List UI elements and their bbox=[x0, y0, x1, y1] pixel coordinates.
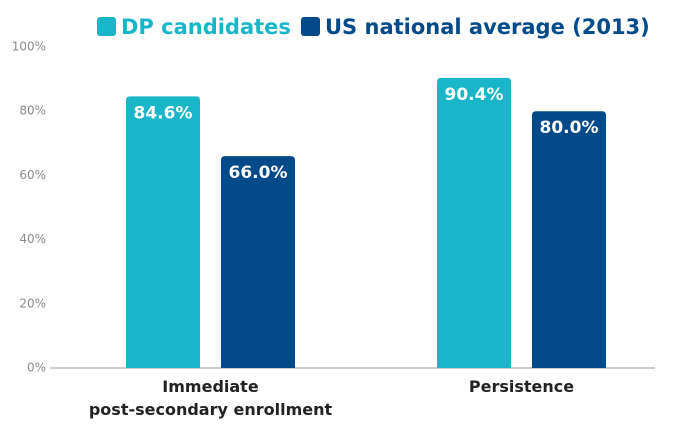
bar bbox=[437, 77, 511, 368]
y-tick-label: 20% bbox=[19, 296, 46, 310]
bar bbox=[532, 111, 606, 368]
y-tick-label: 100% bbox=[12, 40, 46, 54]
x-tick-label: Immediate post-secondary enrollment bbox=[88, 377, 333, 419]
bar bbox=[126, 96, 200, 369]
y-tick-label: 80% bbox=[19, 104, 46, 118]
value-label: 90.4% bbox=[445, 85, 504, 105]
legend-label: DP candidates bbox=[121, 15, 291, 39]
value-label: 84.6% bbox=[134, 103, 193, 123]
x-tick-label: Persistence bbox=[468, 377, 575, 396]
legend-swatch bbox=[301, 17, 320, 36]
y-tick-label: 60% bbox=[19, 168, 46, 182]
legend-label: US national average (2013) bbox=[325, 15, 650, 39]
y-tick-label: 0% bbox=[27, 361, 46, 375]
y-tick-label: 40% bbox=[19, 232, 46, 246]
value-label: 66.0% bbox=[229, 163, 288, 183]
value-label: 80.0% bbox=[540, 118, 599, 138]
bar bbox=[221, 156, 295, 368]
legend-swatch bbox=[97, 17, 116, 36]
